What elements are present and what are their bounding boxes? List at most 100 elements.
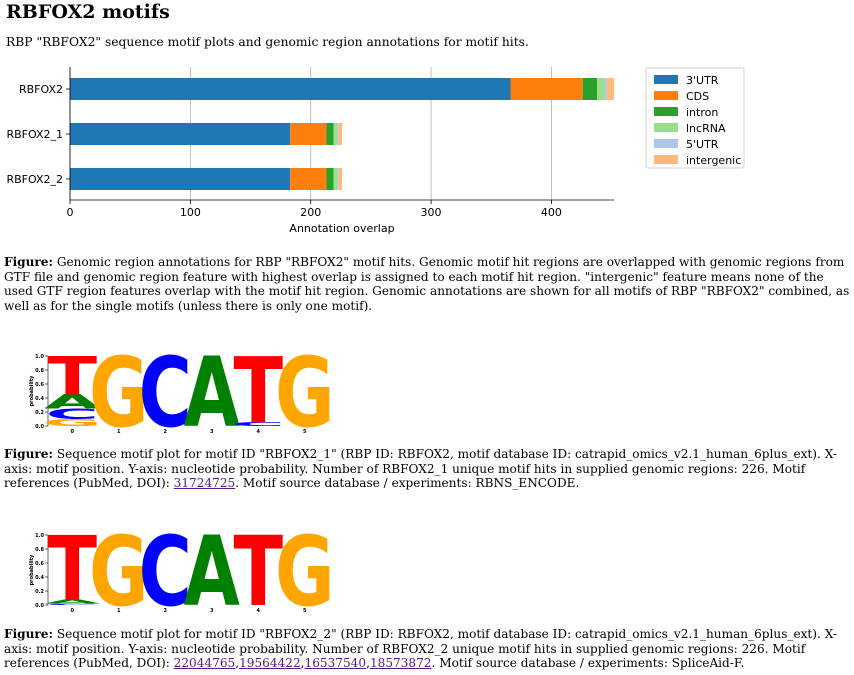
x-tick-label: 1	[117, 429, 121, 435]
y-tick-label: RBFOX2_2	[6, 173, 63, 186]
logo-letter-g: G	[89, 348, 149, 438]
x-tick-label: 3	[210, 608, 214, 614]
y-tick-label: 0.2	[35, 410, 44, 416]
legend-label: lncRNA	[686, 122, 726, 135]
legend-swatch	[654, 123, 678, 132]
x-tick-label: 3	[210, 429, 214, 435]
bar-segment	[510, 78, 583, 100]
legend-label: CDS	[686, 90, 709, 103]
caption-tail: . Motif source database / experiments: R…	[235, 476, 580, 490]
x-tick-label: 400	[541, 206, 562, 219]
caption-text: Sequence motif plot for motif ID "RBFOX2…	[4, 447, 837, 490]
y-tick-label: 0.6	[35, 561, 44, 567]
x-tick-label: 0	[71, 608, 75, 614]
annotation-caption: Figure: Genomic region annotations for R…	[4, 255, 850, 313]
bar-segment	[337, 168, 339, 190]
y-tick-label: RBFOX2	[19, 83, 63, 96]
logo-letter-c: C	[46, 406, 99, 423]
legend-swatch	[654, 107, 678, 116]
logo-letter-a: A	[184, 527, 240, 617]
legend-swatch	[654, 139, 678, 148]
bar-segment	[338, 123, 342, 145]
logo-letter-c: C	[232, 422, 285, 428]
logo-letter-g: G	[42, 417, 102, 428]
legend-swatch	[654, 155, 678, 164]
pubmed-link[interactable]: 19564422	[239, 656, 301, 670]
intro-text: RBP "RBFOX2" sequence motif plots and ge…	[6, 35, 529, 49]
y-tick-label: 0.0	[35, 424, 44, 430]
motif1-caption: Figure: Sequence motif plot for motif ID…	[4, 447, 850, 491]
x-tick-label: 0	[67, 206, 74, 219]
bar-segment	[582, 78, 598, 100]
caption-prefix: Figure:	[4, 627, 53, 641]
y-tick-label: 1.0	[35, 533, 44, 539]
x-tick-label: 4	[257, 429, 261, 435]
legend-swatch	[654, 91, 678, 100]
logo-letter-g: G	[275, 348, 335, 438]
x-tick-label: 100	[180, 206, 201, 219]
x-axis-label: Annotation overlap	[289, 222, 394, 235]
x-tick-label: 0	[71, 429, 75, 435]
x-tick-label: 2	[164, 608, 168, 614]
logo-letter-t: T	[233, 348, 283, 438]
y-tick-label: 1.0	[35, 354, 44, 360]
legend-label: intergenic	[686, 154, 741, 167]
bar-segment	[338, 168, 342, 190]
x-tick-label: 2	[164, 429, 168, 435]
bar-segment	[290, 168, 327, 190]
bar-segment	[326, 123, 334, 145]
logo-letter-t: T	[233, 527, 283, 617]
logo-letter-c: C	[46, 603, 99, 605]
legend-label: intron	[686, 106, 718, 119]
x-tick-label: 200	[300, 206, 321, 219]
bar-segment	[604, 78, 607, 100]
y-tick-label: RBFOX2_1	[6, 128, 63, 141]
y-tick-label: 0.2	[35, 589, 44, 595]
pubmed-link[interactable]: 16537540	[304, 656, 367, 670]
logo-letter-a: A	[44, 391, 100, 413]
y-tick-label: 0.6	[35, 382, 44, 388]
bar-segment	[606, 78, 614, 100]
caption-prefix: Figure:	[4, 447, 53, 461]
motif2-caption: Figure: Sequence motif plot for motif ID…	[4, 627, 837, 670]
y-tick-label: 0.8	[35, 368, 44, 374]
x-tick-label: 5	[303, 608, 307, 614]
bar-segment	[290, 123, 327, 145]
y-tick-label: 0.4	[35, 575, 44, 581]
bar-segment	[70, 123, 291, 145]
bar-segment	[333, 168, 338, 190]
bar-segment	[70, 168, 291, 190]
pubmed-link[interactable]: 31724725	[173, 476, 236, 490]
pubmed-link[interactable]: 22044765	[173, 656, 236, 670]
bar-segment	[326, 168, 334, 190]
caption-tail: . Motif source database / experiments: S…	[431, 656, 745, 670]
legend-label: 5'UTR	[686, 138, 719, 151]
x-tick-label: 5	[303, 429, 307, 435]
bar-segment	[597, 78, 605, 100]
caption-prefix: Figure:	[4, 255, 53, 269]
logo-letter-t: T	[47, 348, 97, 407]
bar-segment	[333, 123, 338, 145]
y-axis-label: probability	[29, 375, 35, 407]
y-axis-label: probability	[29, 554, 35, 586]
logo-letter-g: G	[275, 527, 335, 617]
caption-text: Sequence motif plot for motif ID "RBFOX2…	[4, 627, 837, 670]
caption-text: Genomic region annotations for RBP "RBFO…	[4, 255, 850, 313]
logo-letter-c: C	[139, 348, 192, 438]
logo-letter-a: A	[184, 348, 240, 438]
x-tick-label: 1	[117, 608, 121, 614]
legend-label: 3'UTR	[686, 74, 719, 87]
y-tick-label: 0.4	[35, 396, 44, 402]
x-tick-label: 300	[421, 206, 442, 219]
x-tick-label: 4	[257, 608, 261, 614]
pubmed-link[interactable]: 18573872	[369, 656, 432, 670]
bar-segment	[337, 123, 339, 145]
annotation-bar-chart: 0 100 200 300 400 RBFOX2 RBFOX2_1 RBFOX2_2 Annot…	[6, 67, 745, 235]
legend-swatch	[654, 75, 678, 84]
y-tick-label: 0.0	[35, 603, 44, 609]
bar-segment	[70, 78, 511, 100]
logo-letter-a: A	[44, 599, 100, 605]
y-tick-label: 0.8	[35, 547, 44, 553]
